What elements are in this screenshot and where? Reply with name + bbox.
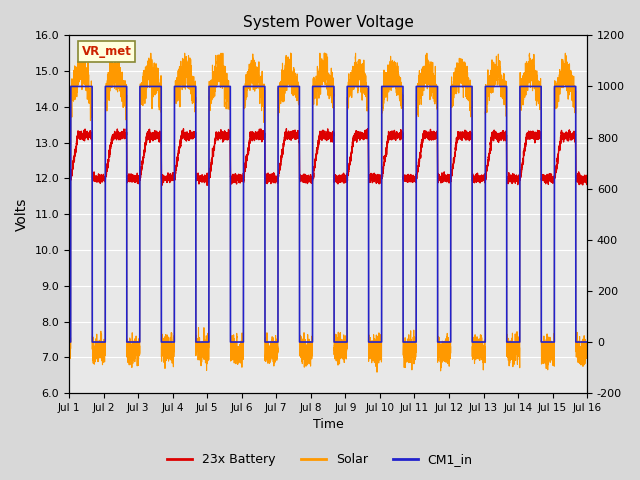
Legend: 23x Battery, Solar, CM1_in: 23x Battery, Solar, CM1_in — [163, 448, 477, 471]
Y-axis label: Volts: Volts — [15, 198, 29, 231]
Text: VR_met: VR_met — [82, 45, 132, 58]
X-axis label: Time: Time — [313, 419, 344, 432]
Title: System Power Voltage: System Power Voltage — [243, 15, 413, 30]
